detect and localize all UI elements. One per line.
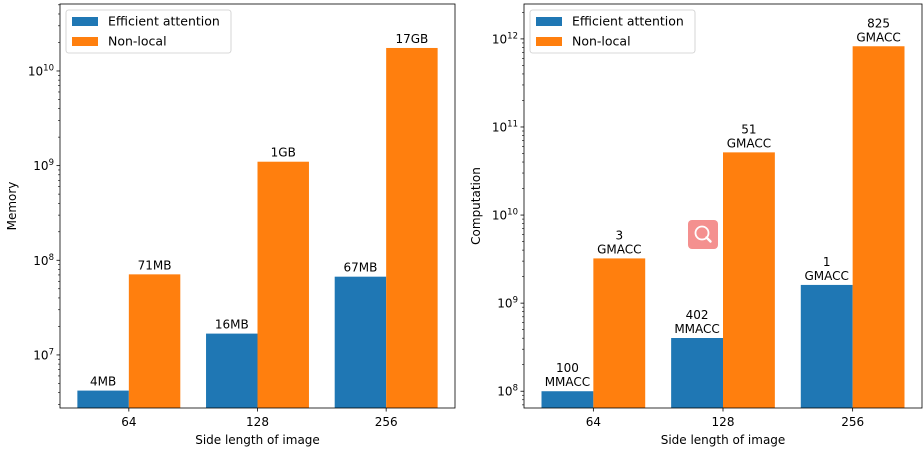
- y-tick-label: 109: [33, 158, 54, 173]
- bar-nonlocal-128: [257, 161, 309, 408]
- legend-label-efficient: Efficient attention: [572, 14, 684, 29]
- legend-label-efficient: Efficient attention: [108, 14, 220, 29]
- bar-nonlocal-64: [128, 274, 181, 408]
- chart-memory: 107 108 109 1010 4MB 16MB 67MB 71MB 1GB 17GB 64 128…: [5, 3, 456, 447]
- y-tick-label: 109: [497, 296, 518, 311]
- zoom-button[interactable]: [688, 220, 718, 249]
- y-tick-label: 1011: [492, 119, 518, 134]
- x-axis-label: Side length of image: [195, 433, 320, 447]
- magnifier-icon: [694, 225, 712, 243]
- bar-value-label: 825: [867, 16, 890, 30]
- x-tick-label: 256: [375, 415, 398, 429]
- x-axis-label: Side length of image: [661, 433, 786, 447]
- x-tick-label: 128: [246, 415, 269, 429]
- bar-value-label: GMACC: [805, 269, 849, 283]
- y-axis-label: Memory: [5, 182, 19, 231]
- bar-value-label: 3: [615, 228, 623, 242]
- y-tick-label: 107: [33, 347, 54, 362]
- legend-swatch-efficient: [72, 17, 98, 26]
- axes-frame: [523, 3, 923, 409]
- legend-swatch-nonlocal: [536, 37, 562, 46]
- chart-computation: 108109101010111012100MMACC402MMACC1GMACC…: [469, 3, 923, 447]
- bar-efficient-256: [334, 276, 387, 408]
- x-tick-label: 256: [841, 415, 864, 429]
- legend-box: [529, 9, 696, 54]
- y-tick-label: 1010: [492, 208, 518, 223]
- bar-efficient-128: [206, 333, 258, 408]
- bar-value-label: GMACC: [727, 136, 771, 150]
- legend: Efficient attention Non-local: [529, 9, 696, 54]
- legend-swatch-efficient: [536, 17, 562, 26]
- x-tick-label: 128: [712, 415, 735, 429]
- bar-value-label: GMACC: [597, 242, 641, 256]
- y-axis-label: Computation: [469, 167, 483, 245]
- x-tick-label: 64: [121, 415, 136, 429]
- bar-efficient-256: [800, 284, 853, 408]
- bar-value-label: MMACC: [545, 375, 590, 389]
- bar-efficient-64: [77, 390, 129, 408]
- bar-value-label: 17GB: [395, 32, 428, 46]
- bar-value-label: MMACC: [674, 322, 719, 336]
- y-tick-label: 1012: [492, 31, 518, 46]
- bar-efficient-128: [671, 338, 723, 408]
- bar-nonlocal-128: [723, 152, 775, 408]
- bar-value-label: 71MB: [138, 258, 172, 272]
- bar-efficient-64: [541, 391, 594, 408]
- y-tick-label: 1010: [28, 63, 54, 78]
- y-tick-label: 108: [33, 253, 54, 268]
- bar-nonlocal-256: [386, 47, 438, 408]
- bar-value-label: 1: [823, 255, 831, 269]
- bar-value-label: 4MB: [90, 375, 116, 389]
- bar-value-label: 100: [556, 361, 579, 375]
- y-tick-label: 108: [497, 384, 518, 399]
- bar-value-label: GMACC: [856, 30, 900, 44]
- legend-label-nonlocal: Non-local: [572, 34, 631, 49]
- bar-value-label: 16MB: [215, 318, 249, 332]
- bar-value-label: 402: [686, 308, 709, 322]
- axes-frame: [59, 3, 456, 409]
- legend: Efficient attention Non-local: [65, 9, 232, 54]
- bar-nonlocal-256: [852, 46, 905, 408]
- bar-nonlocal-64: [593, 258, 646, 408]
- legend-label-nonlocal: Non-local: [108, 34, 167, 49]
- bar-value-label: 67MB: [344, 261, 378, 275]
- bar-value-label: 51: [741, 122, 756, 136]
- bar-value-label: 1GB: [271, 146, 296, 160]
- x-tick-label: 64: [586, 415, 601, 429]
- legend-swatch-nonlocal: [72, 37, 98, 46]
- legend-box: [65, 9, 232, 54]
